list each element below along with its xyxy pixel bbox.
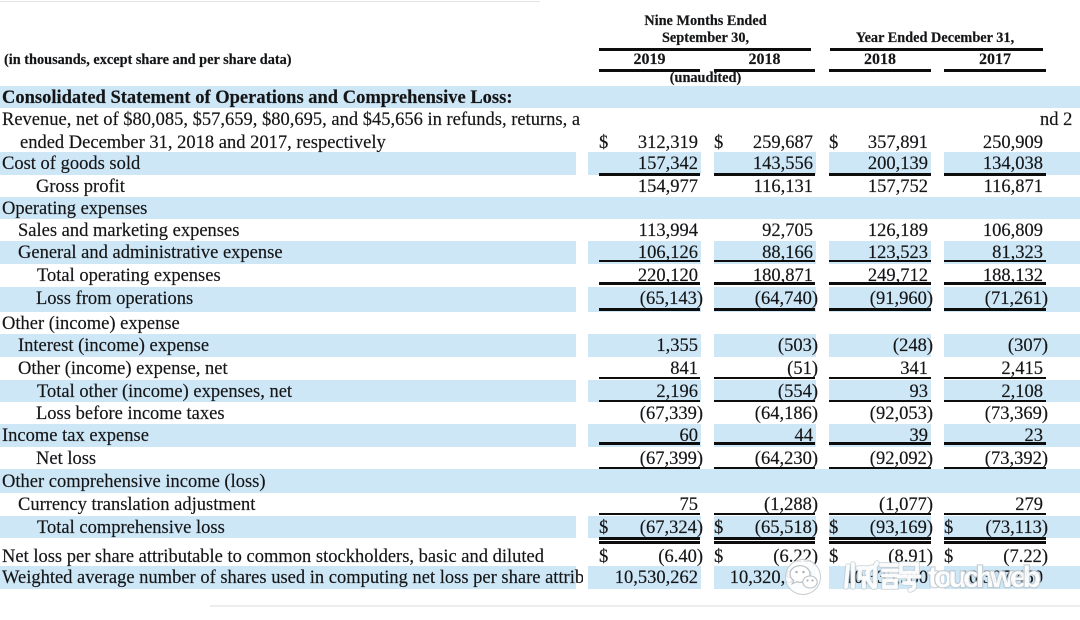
svg-text:touchweb: touchweb: [928, 561, 1041, 594]
